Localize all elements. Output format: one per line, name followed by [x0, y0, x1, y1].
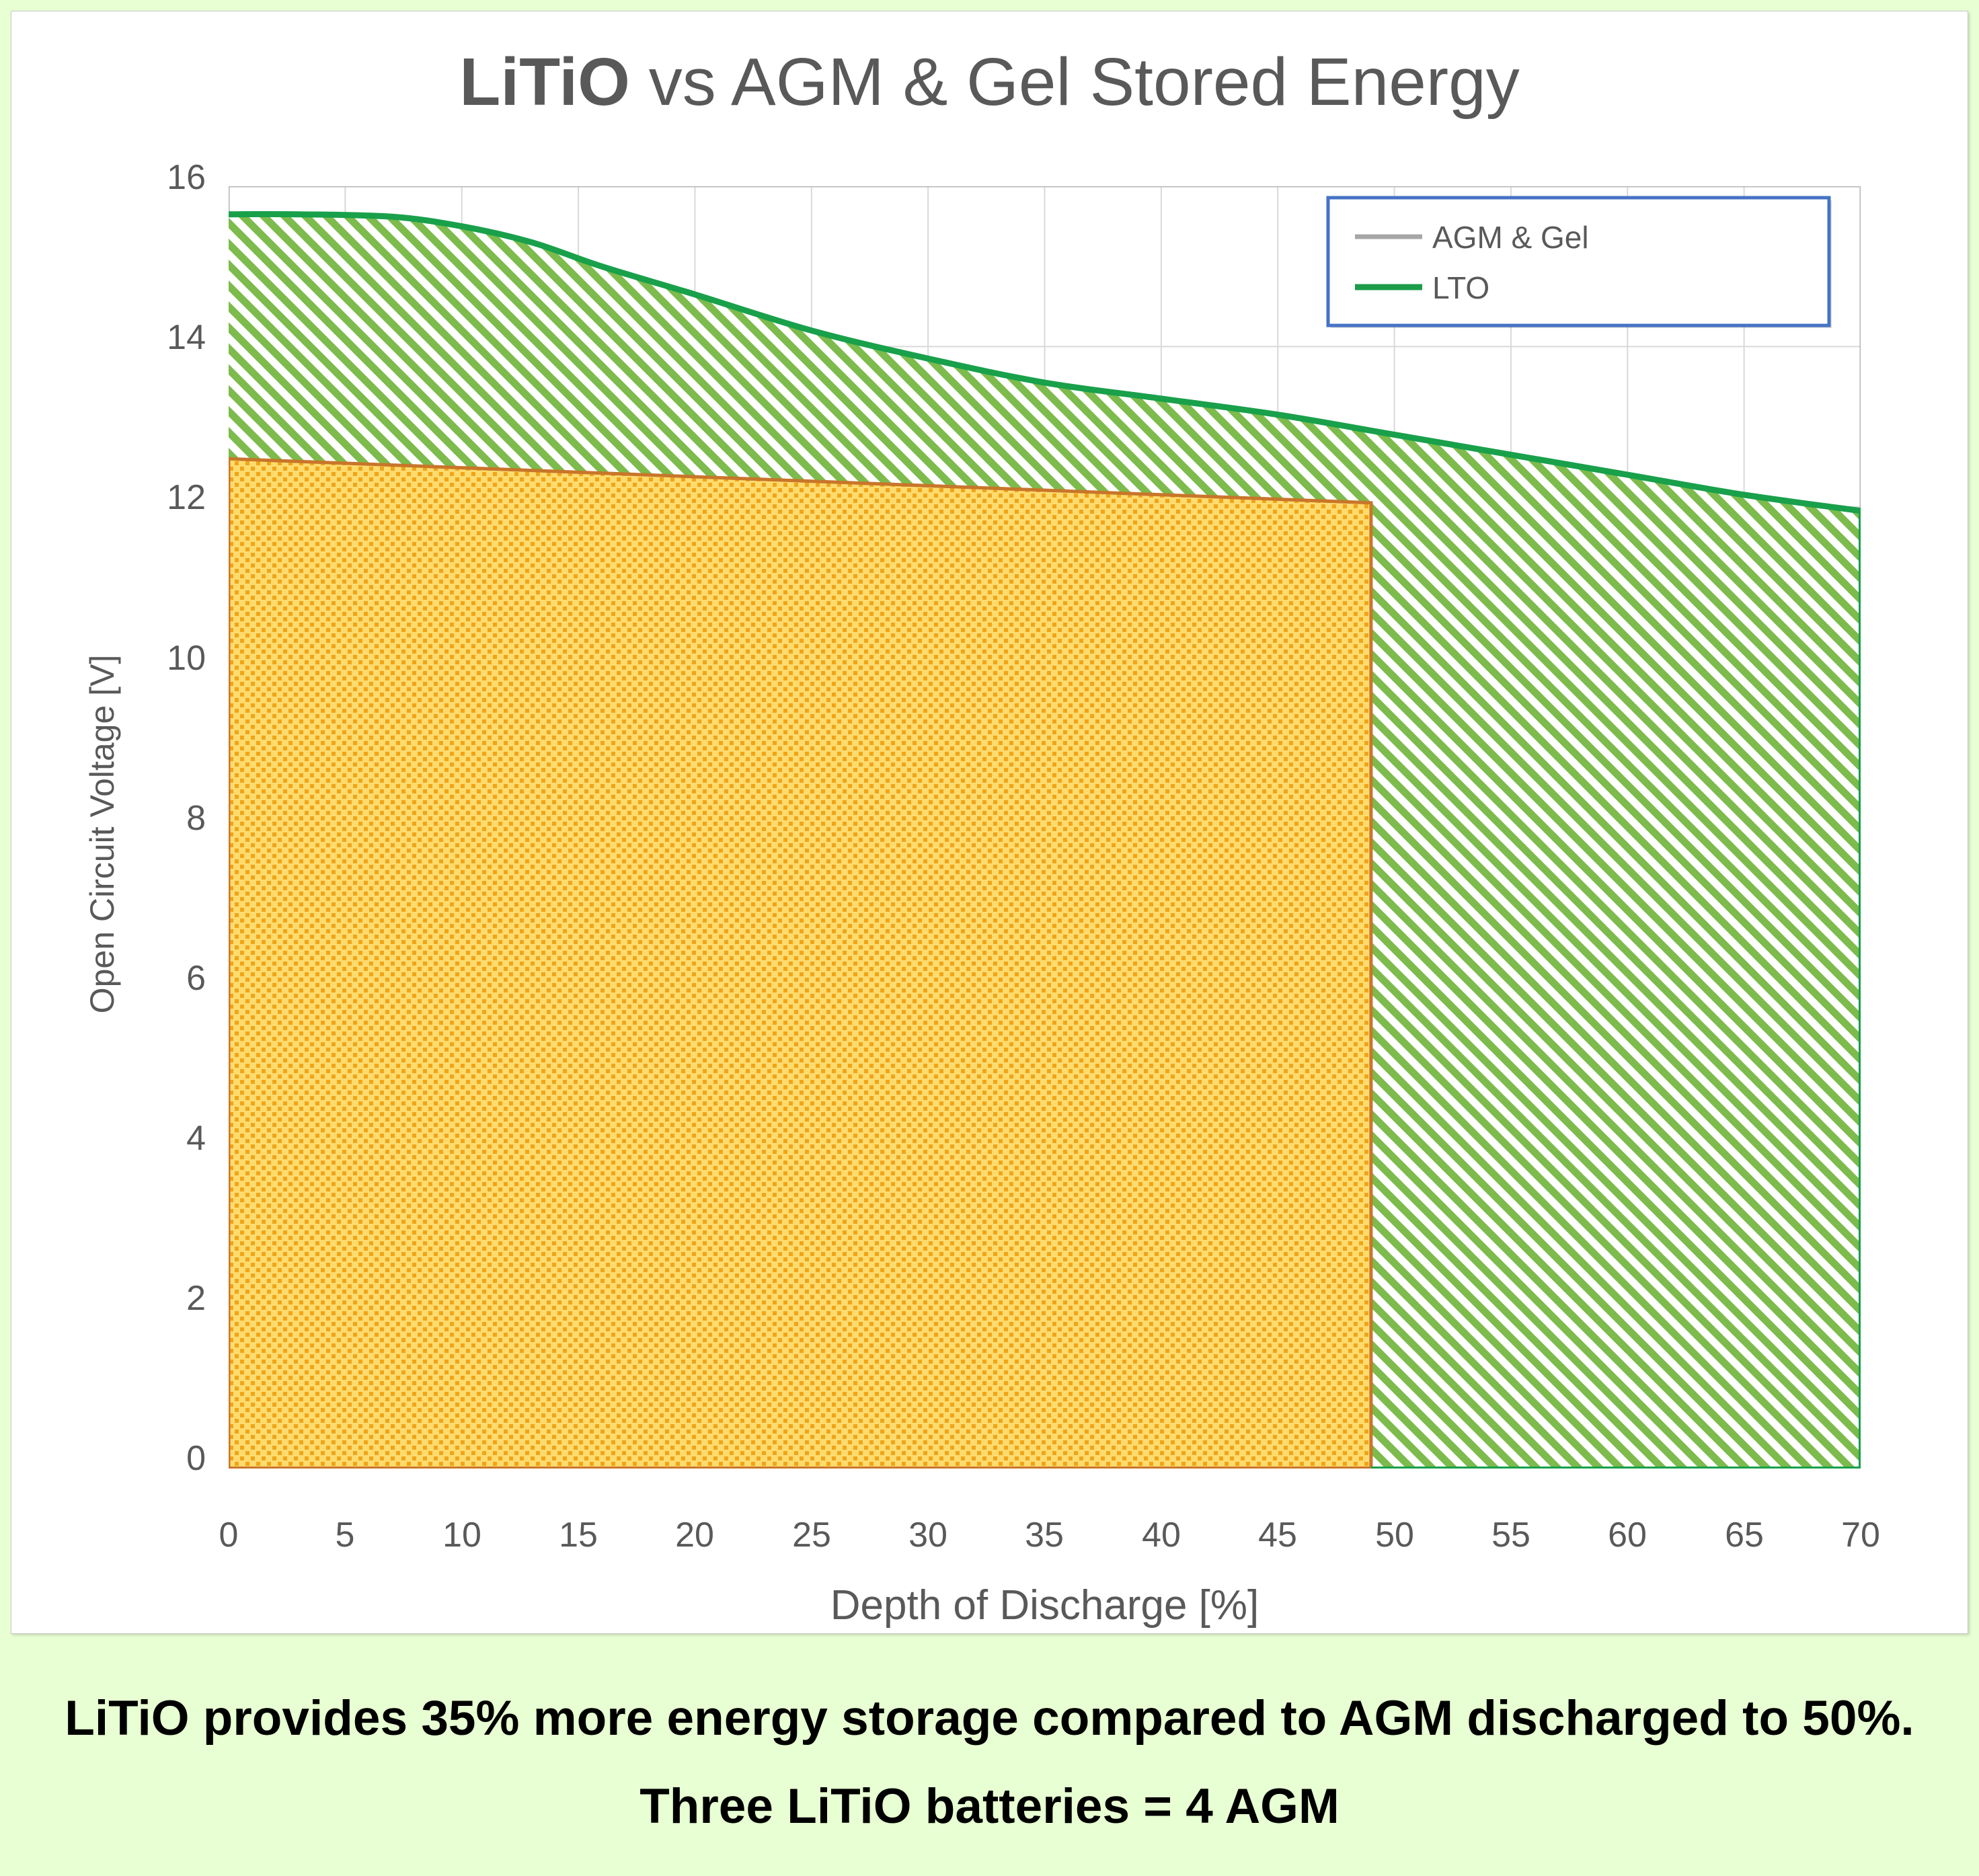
svg-text:LTO: LTO: [1432, 270, 1489, 305]
svg-text:AGM & Gel: AGM & Gel: [1432, 220, 1589, 255]
